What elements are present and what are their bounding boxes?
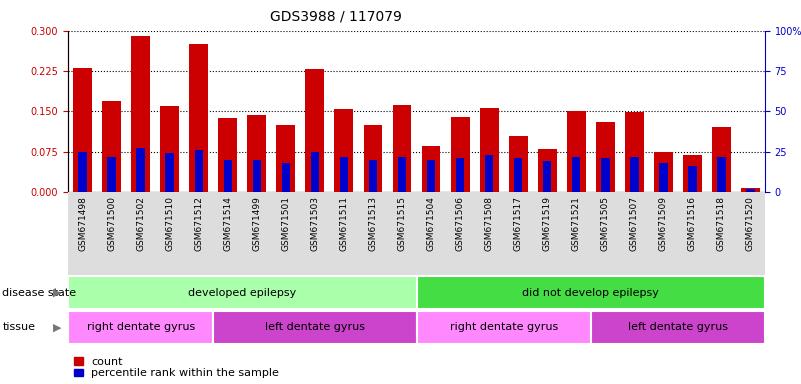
Text: GSM671503: GSM671503 [311,196,320,251]
Bar [417,311,590,344]
Text: disease state: disease state [2,288,77,298]
Bar [136,149,145,192]
Bar [659,163,667,192]
Text: GSM671516: GSM671516 [688,196,697,251]
Bar [654,152,673,192]
Bar [340,157,348,192]
Bar [195,150,203,192]
Bar [68,311,213,344]
Bar [590,311,765,344]
Text: GSM671512: GSM671512 [195,196,203,251]
Bar [335,109,353,192]
Bar [213,311,417,344]
Text: left dentate gyrus: left dentate gyrus [628,322,728,333]
Text: GSM671517: GSM671517 [513,196,522,251]
Text: GSM671514: GSM671514 [223,196,232,251]
Text: did not develop epilepsy: did not develop epilepsy [522,288,659,298]
Bar [248,115,266,192]
Bar [392,105,412,192]
Bar [166,153,174,192]
Text: ▶: ▶ [53,288,61,298]
Bar [456,158,465,192]
Text: developed epilepsy: developed epilepsy [188,288,296,298]
Bar [160,106,179,192]
Text: GSM671508: GSM671508 [485,196,493,251]
Bar [189,44,208,192]
Bar [78,152,87,192]
Bar [311,152,319,192]
Text: GSM671513: GSM671513 [368,196,377,251]
Bar [282,163,290,192]
Bar [485,155,493,192]
Bar [223,160,232,192]
Text: GDS3988 / 117079: GDS3988 / 117079 [271,10,402,23]
Bar [567,111,586,192]
Text: GSM671519: GSM671519 [543,196,552,251]
Text: GSM671506: GSM671506 [456,196,465,251]
Text: right dentate gyrus: right dentate gyrus [449,322,557,333]
Bar [421,146,441,192]
Text: GSM671498: GSM671498 [78,196,87,251]
Text: GSM671507: GSM671507 [630,196,638,251]
Bar [68,276,417,309]
Text: right dentate gyrus: right dentate gyrus [87,322,195,333]
Text: GSM671499: GSM671499 [252,196,261,251]
Text: GSM671509: GSM671509 [659,196,668,251]
Text: GSM671515: GSM671515 [397,196,406,251]
Text: tissue: tissue [2,322,35,333]
Text: ▶: ▶ [53,322,61,333]
Text: GSM671520: GSM671520 [746,196,755,251]
Text: GSM671511: GSM671511 [340,196,348,251]
Bar [368,160,377,192]
Bar [630,157,638,192]
Bar [543,161,551,192]
Bar [747,189,755,192]
Text: GSM671521: GSM671521 [572,196,581,251]
Text: GSM671501: GSM671501 [281,196,290,251]
Bar [683,156,702,192]
Legend: count, percentile rank within the sample: count, percentile rank within the sample [74,357,280,379]
Text: GSM671500: GSM671500 [107,196,116,251]
Bar [364,125,382,192]
Text: GSM671510: GSM671510 [165,196,174,251]
Bar [509,136,528,192]
Bar [131,36,150,192]
Bar [451,117,469,192]
Bar [596,122,614,192]
Bar [276,125,296,192]
Bar [480,108,498,192]
Text: GSM671504: GSM671504 [427,196,436,251]
Bar [601,158,610,192]
Bar [305,70,324,192]
Bar [73,68,92,192]
Bar [688,166,697,192]
Bar [625,113,644,192]
Bar [712,127,731,192]
Text: GSM671502: GSM671502 [136,196,145,251]
Text: left dentate gyrus: left dentate gyrus [265,322,365,333]
Bar [741,188,760,192]
Bar [514,158,522,192]
Text: GSM671505: GSM671505 [601,196,610,251]
Bar [398,157,406,192]
Bar [717,157,726,192]
Bar [427,160,435,192]
Bar [219,118,237,192]
Text: GSM671518: GSM671518 [717,196,726,251]
Bar [252,160,261,192]
Bar [417,276,765,309]
Bar [103,101,121,192]
Bar [572,157,581,192]
Bar [107,157,116,192]
Bar [537,149,557,192]
